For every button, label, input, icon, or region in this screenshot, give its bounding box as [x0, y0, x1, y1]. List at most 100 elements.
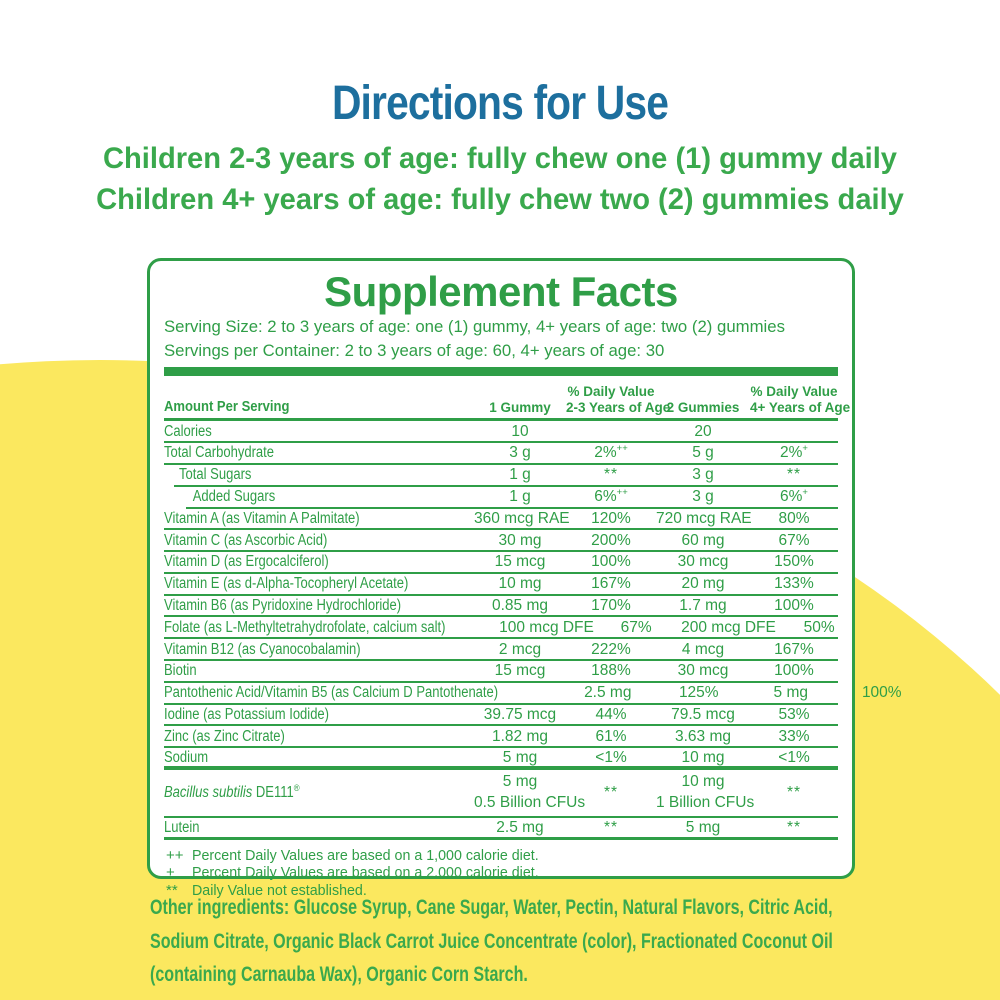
footnote: ++ Percent Daily Values are based on a 1,… [166, 847, 836, 865]
table-row: Vitamin B6 (as Pyridoxine Hydrochloride)… [164, 596, 838, 618]
header-amount-per-serving: Amount Per Serving [164, 398, 290, 415]
nutrient-label: Total Sugars [179, 466, 252, 484]
header-daily-value-4plus: % Daily Value 4+ Years of Age [750, 384, 851, 415]
amount-cell: 200 mcg DFE [681, 618, 776, 636]
daily-value-cell: 188% [591, 662, 631, 680]
daily-value-cell: ** [603, 818, 619, 836]
amount-cell: 100 mcg DFE [499, 618, 594, 636]
nutrient-label: Calories [164, 422, 212, 440]
daily-value-cell: 2%+ [780, 443, 808, 462]
nutrient-label: Vitamin D (as Ergocalciferol) [164, 553, 329, 571]
amount-cell: 10 [511, 422, 529, 440]
daily-value-cell: 67% [778, 531, 810, 549]
header-daily-value-2-3: % Daily Value 2-3 Years of Age [566, 384, 671, 415]
amount-cell: 15 mcg [494, 553, 546, 571]
daily-value-cell: 53% [778, 706, 810, 724]
amount-cell: 3 g [509, 444, 531, 462]
daily-value-cell: 170% [591, 597, 631, 615]
amount-cell: 1.7 mg [679, 597, 727, 615]
amount-cell: 720 mcg RAE [656, 509, 752, 527]
amount-cell: 5 mg [685, 818, 721, 836]
supplement-facts-title: Supplement Facts [324, 268, 678, 315]
table-row: Vitamin A (as Vitamin A Palmitate) 360 mc… [164, 509, 838, 531]
amount-cell: 3 g [692, 466, 714, 484]
amount-cell: 5 g [692, 444, 714, 462]
footnote-symbol: ++ [166, 846, 184, 864]
directions-line-1: Children 2-3 years of age: fully chew on… [102, 142, 897, 175]
amount-cell: 3.63 mg [674, 727, 731, 745]
table-row: Vitamin E (as d-Alpha-Tocopheryl Acetate… [164, 574, 838, 596]
amount-cell: 20 [694, 422, 712, 440]
daily-value-cell: 50% [803, 618, 835, 636]
footnote: ** Daily Value not established. [166, 882, 836, 900]
header-2-gummies: 2 Gummies [666, 399, 740, 415]
table-header: Amount Per Serving 1 Gummy % Daily Value… [164, 384, 851, 422]
nutrient-label: Added Sugars [192, 488, 276, 506]
servings-per-container: Servings per Container: 2 to 3 years of … [164, 341, 665, 361]
table-row: Vitamin C (as Ascorbic Acid) 30 mg 200% 60 … [164, 530, 838, 553]
amount-cell: 60 mg [681, 531, 725, 549]
nutrient-label: Iodine (as Potassium Iodide) [164, 706, 330, 724]
daily-value-cell: 125% [678, 684, 719, 702]
divider-bar [164, 367, 838, 377]
daily-value-cell: 80% [778, 509, 810, 527]
nutrient-label: Bacillus subtilis DE111® [164, 783, 300, 802]
amount-cell: 10 mg [681, 748, 725, 766]
nutrient-label: Sodium [164, 748, 209, 766]
amount-cell: 1.82 mg [491, 727, 548, 745]
nutrient-label: Vitamin B12 (as Cyanocobalamin) [164, 640, 361, 658]
daily-value-cell: 100% [774, 597, 814, 615]
footnote-text: Percent Daily Values are based on a 2,00… [192, 864, 539, 882]
daily-value-cell: ** [603, 466, 619, 484]
table-row: Folate (as L-Methyltetrahydrofolate, cal… [164, 617, 838, 640]
amount-cell: 39.75 mcg [483, 706, 557, 724]
table-row: Vitamin D (as Ergocalciferol) 15 mcg 100% 3… [164, 552, 838, 574]
amount-cell: 30 mcg [677, 553, 729, 571]
supplement-facts-panel: Supplement Facts Serving Size: 2 to 3 ye… [147, 258, 902, 899]
daily-value-cell: 200% [591, 531, 631, 549]
table-row: Sodium 5 mg <1% 10 mg <1% [164, 748, 838, 771]
nutrient-label: Total Carbohydrate [164, 444, 275, 462]
directions-text: Children 2-3 years of age: fully chew on… [0, 138, 1000, 221]
nutrient-label: Pantothenic Acid/Vitamin B5 (as Calcium … [164, 684, 499, 702]
daily-value-cell: <1% [778, 748, 810, 766]
table-row: Pantothenic Acid/Vitamin B5 (as Calcium … [164, 683, 902, 705]
daily-value-cell: 2%++ [594, 443, 628, 462]
nutrient-label: Folate (as L-Methyltetrahydrofolate, cal… [164, 618, 446, 636]
daily-value-cell: <1% [595, 748, 627, 766]
table-row: Biotin 15 mcg 188% 30 mcg 100% [164, 661, 838, 683]
nutrient-label: Lutein [164, 818, 200, 836]
amount-cell: 2.5 mg [496, 818, 544, 836]
nutrient-label: Vitamin C (as Ascorbic Acid) [164, 531, 328, 549]
amount-cell: 30 mcg [677, 662, 729, 680]
nutrient-label: Vitamin A (as Vitamin A Palmitate) [164, 509, 360, 527]
daily-value-cell: ** [786, 466, 802, 484]
amount-cell: 5 mg 0.5 Billion CFUs [474, 773, 586, 811]
daily-value-cell: 44% [595, 706, 627, 724]
amount-cell: 1 g [509, 488, 531, 506]
footnote-symbol: ** [166, 881, 178, 899]
daily-value-cell: 133% [774, 575, 814, 593]
amount-cell: 3 g [692, 488, 714, 506]
daily-value-cell: ** [786, 818, 802, 836]
amount-cell: 2.5 mg [584, 684, 632, 702]
amount-cell: 79.5 mcg [671, 706, 735, 724]
nutrient-label: Zinc (as Zinc Citrate) [164, 727, 285, 745]
daily-value-cell: 222% [591, 640, 631, 658]
daily-value-cell: 100% [861, 684, 902, 702]
daily-value-cell: 167% [774, 640, 814, 658]
daily-value-cell: 6%+ [780, 487, 808, 506]
amount-cell: 5 mg [502, 748, 538, 766]
daily-value-cell: 61% [595, 727, 627, 745]
daily-value-cell: ** [786, 784, 802, 802]
table-row: Bacillus subtilis DE111® 5 mg 0.5 Billion … [164, 770, 838, 818]
table-row: Total Sugars 1 g ** 3 g ** [174, 465, 838, 487]
nutrient-label: Vitamin E (as d-Alpha-Tocopheryl Acetate… [164, 575, 409, 593]
daily-value-cell: 6%++ [594, 487, 628, 506]
daily-value-cell: 67% [620, 618, 652, 636]
daily-value-cell: 150% [774, 553, 814, 571]
daily-value-cell: 100% [591, 553, 631, 571]
daily-value-cell: 100% [774, 662, 814, 680]
nutrient-label: Vitamin B6 (as Pyridoxine Hydrochloride) [164, 597, 402, 615]
